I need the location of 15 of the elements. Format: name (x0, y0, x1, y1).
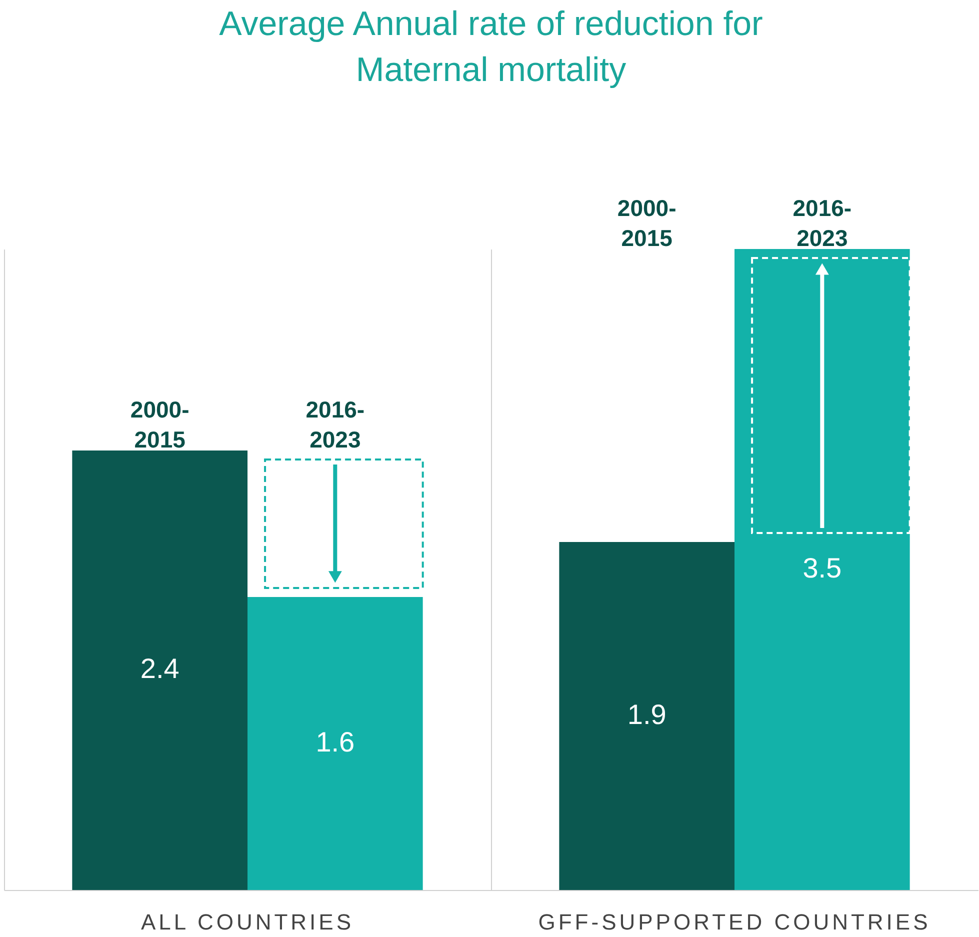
data-label: 2.4 (140, 653, 180, 684)
data-label: 1.9 (627, 699, 666, 730)
bar (559, 542, 734, 890)
bar (248, 596, 423, 890)
bar (72, 450, 248, 890)
text: 2016-2023 (306, 396, 365, 452)
chart-title: Average Annual rate of reduction for Maternal mortality (219, 5, 763, 89)
x-tick-label: ALL COUNTRIES (140, 910, 354, 934)
bar (734, 249, 910, 890)
data-label: 1.6 (316, 726, 355, 758)
data-label: 3.5 (802, 552, 842, 584)
series-label: 2016-2023 (792, 195, 852, 251)
x-tick-label: GFF-SUPPORTED COUNTRIES (538, 910, 931, 934)
text: 2000-2015 (617, 195, 676, 251)
series-label: 2000-2015 (130, 396, 190, 452)
